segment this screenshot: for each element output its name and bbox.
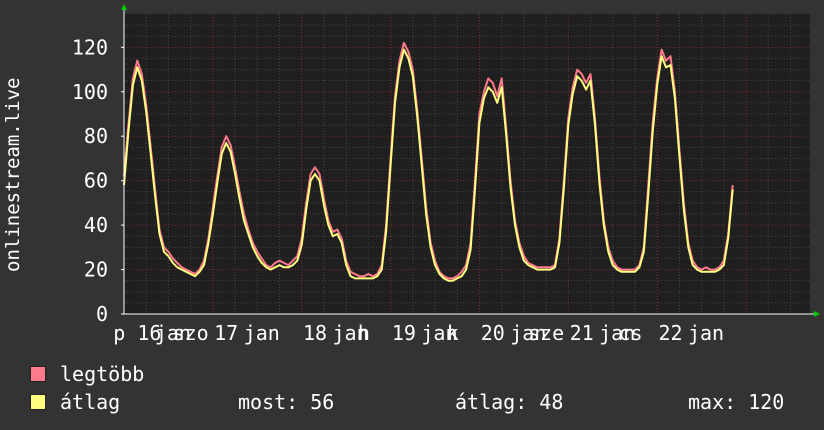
- axes: [121, 4, 820, 317]
- legend-item-avg: átlag: [30, 390, 120, 414]
- legend-item-max: legtöbb: [30, 362, 144, 386]
- y-axis-arrow-icon: [121, 4, 127, 10]
- y-tick-label: 0: [96, 302, 108, 326]
- x-tick-label: jan: [599, 321, 635, 345]
- x-tick-label: cs: [618, 321, 642, 345]
- stat-now: most: 56: [238, 390, 335, 414]
- y-tick-label: 100: [72, 80, 108, 104]
- x-tick-label: szo: [173, 321, 209, 345]
- y-tick-label: 60: [84, 169, 108, 193]
- x-tick-label: 22: [658, 321, 682, 345]
- y-tick-labels: 0 20 40 60 80 100 120: [72, 35, 124, 326]
- x-tick-label: 18: [303, 321, 327, 345]
- legend-swatch-max: [30, 366, 46, 382]
- x-tick-label: p 16: [113, 321, 161, 345]
- series-line-avg: [123, 48, 734, 282]
- x-tick-label: h: [358, 321, 370, 345]
- x-tick-label: jan: [155, 321, 191, 345]
- x-tick-label: k: [447, 321, 459, 345]
- x-tick-label: jan: [333, 321, 369, 345]
- y-tick-label: 120: [72, 35, 108, 59]
- x-tick-label: 20: [481, 321, 505, 345]
- y-tick-label: 20: [84, 258, 108, 282]
- stat-max: max: 120: [688, 390, 785, 414]
- x-tick-label: sze: [528, 321, 564, 345]
- legend-label-max: legtöbb: [60, 362, 145, 386]
- legend-swatch-avg: [30, 394, 46, 410]
- y-tick-label: 40: [84, 213, 108, 237]
- legend-label-avg: átlag: [60, 390, 121, 414]
- x-tick-label: 17: [214, 321, 238, 345]
- x-tick-label: jan: [510, 321, 546, 345]
- y-tick-label: 80: [84, 124, 108, 148]
- x-axis-arrow-icon: [814, 311, 820, 317]
- stat-avg: átlag: 48: [455, 390, 564, 414]
- x-tick-label: jan: [688, 321, 724, 345]
- x-tick-label: 19: [392, 321, 416, 345]
- x-tick-label: jan: [421, 321, 457, 345]
- series-layer: [123, 41, 734, 282]
- x-tick-label: 21: [570, 321, 594, 345]
- x-tick-label: jan: [244, 321, 280, 345]
- y-axis-label: onlinestream.live: [2, 77, 24, 272]
